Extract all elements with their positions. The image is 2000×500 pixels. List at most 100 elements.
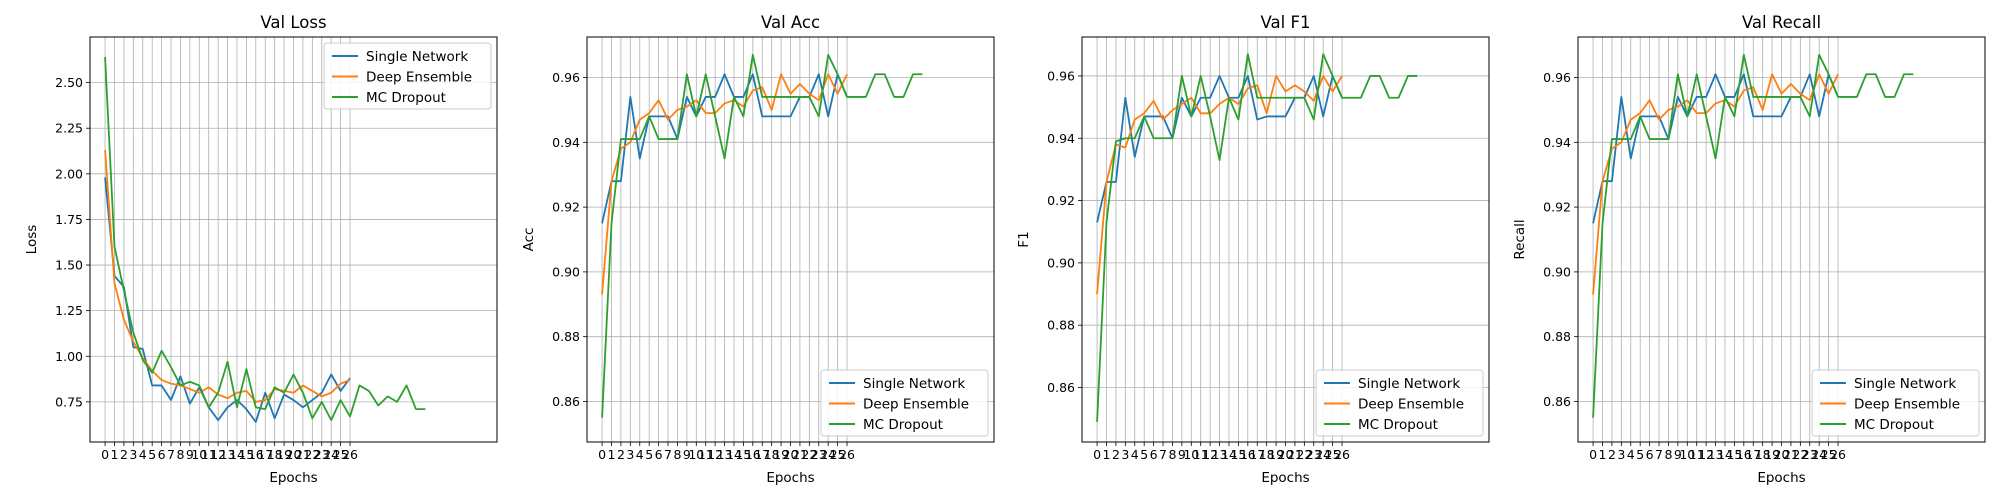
axes-frame bbox=[1081, 36, 1490, 443]
x-tick-label: 10 bbox=[191, 447, 207, 462]
x-tick-label: 23 bbox=[1306, 447, 1322, 462]
series-line-mc-dropout bbox=[1096, 53, 1418, 422]
x-tick-label: 6 bbox=[1646, 447, 1654, 462]
x-tick-label: 16 bbox=[745, 447, 761, 462]
x-tick-label: 2 bbox=[617, 447, 625, 462]
x-tick-label: 19 bbox=[1268, 447, 1284, 462]
legend-label: Deep Ensemble bbox=[863, 397, 969, 413]
x-tick-label: 6 bbox=[655, 447, 663, 462]
y-tick-label: 0.88 bbox=[1543, 329, 1571, 344]
x-tick-label: 7 bbox=[664, 447, 672, 462]
y-tick-label: 0.88 bbox=[1047, 318, 1075, 333]
x-tick-label: 7 bbox=[1655, 447, 1663, 462]
legend-label: MC Dropout bbox=[1358, 417, 1438, 433]
legend-label: Deep Ensemble bbox=[1854, 397, 1960, 413]
x-tick-label: 2 bbox=[1608, 447, 1616, 462]
y-tick-label: 0.86 bbox=[1543, 394, 1571, 409]
y-tick-label: 0.96 bbox=[552, 70, 580, 85]
x-tick-label: 16 bbox=[248, 447, 264, 462]
legend-label: MC Dropout bbox=[1854, 417, 1934, 433]
chart-panel-3: 0 1 2 3 4 5 6 7 8 9101112131415161718192021222324… bbox=[1016, 13, 1490, 486]
axes-frame bbox=[89, 36, 498, 443]
y-tick-label: 0.96 bbox=[1047, 68, 1075, 83]
x-tick-label: 4 bbox=[636, 447, 644, 462]
y-tick-label: 0.92 bbox=[1543, 200, 1571, 215]
chart-title: Val Acc bbox=[761, 13, 820, 32]
x-tick-label: 8 bbox=[1664, 447, 1672, 462]
x-tick-label: 0 bbox=[1093, 447, 1101, 462]
x-tick-label: 21 bbox=[1287, 447, 1303, 462]
chart-title: Val F1 bbox=[1261, 13, 1311, 32]
x-tick-label: 16 bbox=[1736, 447, 1752, 462]
x-tick-label: 1 bbox=[608, 447, 616, 462]
x-tick-label: 22 bbox=[1296, 447, 1312, 462]
x-tick-label: 21 bbox=[792, 447, 808, 462]
series-line-deep-ensemble bbox=[601, 73, 848, 295]
x-tick-label: 1 bbox=[1103, 447, 1111, 462]
x-tick-label: 15 bbox=[735, 447, 751, 462]
legend-label: Single Network bbox=[1854, 376, 1956, 392]
x-tick-label: 4 bbox=[139, 447, 147, 462]
x-tick-label: 4 bbox=[1627, 447, 1635, 462]
chart-title: Val Recall bbox=[1742, 13, 1821, 32]
x-tick-label: 20 bbox=[1278, 447, 1294, 462]
legend-box bbox=[820, 369, 989, 437]
x-tick-label: 24 bbox=[820, 447, 836, 462]
y-tick-label: 0.90 bbox=[552, 264, 580, 279]
x-tick-label: 5 bbox=[148, 447, 156, 462]
x-tick-label: 13 bbox=[717, 447, 733, 462]
x-tick-label: 8 bbox=[176, 447, 184, 462]
x-tick-label: 22 bbox=[304, 447, 320, 462]
x-tick-label: 25 bbox=[1325, 447, 1341, 462]
x-tick-label: 18 bbox=[764, 447, 780, 462]
y-tick-label: 0.75 bbox=[55, 394, 83, 409]
y-axis-label: Loss bbox=[24, 225, 40, 255]
x-tick-label: 25 bbox=[333, 447, 349, 462]
x-tick-label: 12 bbox=[210, 447, 226, 462]
y-tick-label: 0.90 bbox=[1543, 264, 1571, 279]
y-tick-label: 0.88 bbox=[552, 329, 580, 344]
x-axis-label: Epochs bbox=[1261, 470, 1309, 486]
y-tick-label: 0.86 bbox=[552, 394, 580, 409]
x-tick-label: 14 bbox=[726, 447, 742, 462]
x-tick-label: 20 bbox=[286, 447, 302, 462]
x-tick-label: 26 bbox=[1334, 447, 1350, 462]
x-tick-label: 23 bbox=[314, 447, 330, 462]
x-tick-label: 10 bbox=[688, 447, 704, 462]
x-tick-label: 12 bbox=[707, 447, 723, 462]
chart-panel-4: 0 1 2 3 4 5 6 7 8 9101112131415161718192021222324… bbox=[1512, 13, 1986, 486]
x-tick-label: 13 bbox=[220, 447, 236, 462]
y-tick-label: 1.00 bbox=[55, 349, 83, 364]
legend: Single Network Deep Ensemble MC Dropout bbox=[1811, 369, 1980, 437]
x-tick-label: 19 bbox=[276, 447, 292, 462]
legend: Single Network Deep Ensemble MC Dropout bbox=[323, 42, 492, 110]
x-axis-label: Epochs bbox=[1757, 470, 1805, 486]
x-tick-label: 21 bbox=[295, 447, 311, 462]
x-tick-label: 14 bbox=[1221, 447, 1237, 462]
x-tick-label: 17 bbox=[1745, 447, 1761, 462]
y-axis-label: F1 bbox=[1016, 231, 1032, 247]
x-tick-label: 11 bbox=[201, 447, 217, 462]
y-axis-label: Recall bbox=[1512, 219, 1528, 259]
x-tick-label: 12 bbox=[1202, 447, 1218, 462]
legend-box bbox=[323, 42, 492, 110]
y-tick-label: 1.50 bbox=[55, 258, 83, 273]
y-tick-label: 2.50 bbox=[55, 75, 83, 90]
x-tick-label: 25 bbox=[830, 447, 846, 462]
x-tick-label: 8 bbox=[673, 447, 681, 462]
axes-frame bbox=[586, 36, 995, 443]
x-tick-label: 22 bbox=[801, 447, 817, 462]
x-tick-label: 6 bbox=[158, 447, 166, 462]
x-tick-label: 5 bbox=[1140, 447, 1148, 462]
legend-label: Single Network bbox=[1358, 376, 1460, 392]
x-tick-label: 17 bbox=[1249, 447, 1265, 462]
x-tick-label: 24 bbox=[1315, 447, 1331, 462]
y-tick-label: 2.00 bbox=[55, 166, 83, 181]
axes-frame bbox=[1577, 36, 1986, 443]
y-tick-label: 0.96 bbox=[1543, 70, 1571, 85]
x-tick-label: 10 bbox=[1679, 447, 1695, 462]
legend-box bbox=[1315, 369, 1484, 437]
x-tick-label: 24 bbox=[1811, 447, 1827, 462]
y-tick-label: 0.94 bbox=[552, 135, 580, 150]
x-tick-label: 0 bbox=[101, 447, 109, 462]
